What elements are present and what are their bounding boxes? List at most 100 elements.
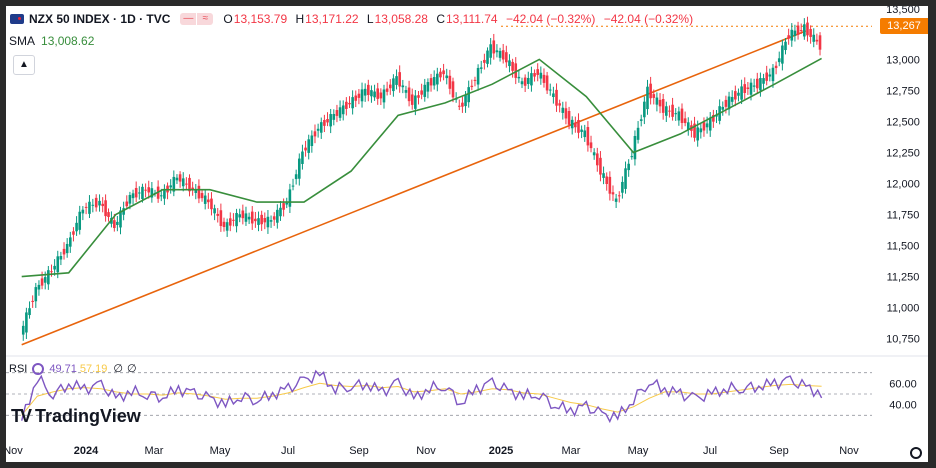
candle-body [228,218,232,226]
symbol-title[interactable]: NZX 50 INDEX · 1D · TVC [29,12,170,26]
candle-body [163,190,166,199]
candle-body [235,212,238,227]
candle-body [552,93,555,98]
candle-body [313,131,317,137]
rsi-visibility-icon[interactable] [32,362,45,375]
candle-body [175,177,179,181]
candle-body [379,92,383,99]
candle-body [809,29,812,37]
candle-body [464,94,467,107]
chart-frame: 10,750 11,000 11,250 11,500 11,750 12,000 12,2… [6,6,928,462]
x-tick-label: May [628,445,649,457]
tradingview-logo[interactable]: TV TradingView [11,406,141,427]
candle-body [131,193,135,199]
candle-body [815,39,819,42]
candle-body [398,72,401,87]
candle-body [743,84,747,93]
candle-body [247,216,251,220]
candle-body [514,63,518,78]
candle-body [69,237,72,247]
candle-body [787,35,790,39]
candle-body [639,119,643,121]
candle-body [297,158,301,179]
candle-body [370,90,373,97]
x-tick-label: Jul [281,445,295,457]
candle-body [178,174,182,182]
title-separator: · [113,12,118,26]
candle-body [392,78,395,92]
candle-body [708,117,712,131]
candle-body [323,119,326,126]
candle-body [570,119,574,129]
candle-body [586,127,590,146]
sma-legend[interactable]: SMA 13,008.62 [9,34,94,48]
candle-body [200,193,204,199]
candle-body [818,35,822,50]
candle-body [457,105,461,107]
candle-body [276,209,279,223]
x-tick-label: Nov [416,445,436,457]
change-value: −42.04 (−0.32%) [505,12,596,26]
candle-body [401,85,405,88]
candle-body [498,50,502,58]
candle-body [476,67,480,85]
brand-name: TradingView [35,406,141,426]
rsi-value: 49.71 [49,362,77,375]
candle-body [197,185,201,199]
candle-body [294,174,298,180]
x-tick-label: Sep [349,445,369,457]
rsi-line [21,369,823,424]
candle-body [207,199,210,203]
y-tick-label: 12,250 [886,147,920,159]
settings-gear-icon[interactable] [910,447,922,459]
candle-body [250,211,254,224]
candle-body [486,50,489,64]
candle-body [94,197,98,208]
candle-body [113,220,116,229]
rsi-legend[interactable]: RSI 49.71 57.19 ∅ ∅ [9,362,141,375]
candle-body [561,107,565,113]
last-price-tag: 13,267 [880,18,928,35]
candle-body [624,168,627,189]
candle-body [376,88,380,99]
candle-body [605,176,609,184]
compare-toggle[interactable]: — ≈ [180,13,214,25]
candle-body [589,142,593,149]
candle-body [545,75,549,91]
candle-body [734,91,737,100]
candle-body [445,75,449,79]
price-chart[interactable]: 10,750 11,000 11,250 11,500 11,750 12,000 12,2… [6,6,928,462]
candle-body [461,102,464,107]
candle-body [319,122,323,133]
interval-label: 1D [120,12,136,26]
nz-flag-icon [10,14,24,24]
rsi-label: RSI [9,362,28,375]
candle-body [724,99,728,107]
collapse-legend-button[interactable]: ▲ [13,55,35,75]
candle-body [451,81,455,98]
candle-body [269,220,273,222]
high-label: H [295,12,305,26]
candle-body [119,210,122,228]
candle-body [72,231,75,235]
candle-body [373,91,376,98]
candle-body [790,29,794,41]
candle-body [241,210,245,219]
candle-body [101,203,104,207]
candle-body [784,41,787,51]
candle-body [555,89,558,106]
candle-body [693,123,696,138]
candle-body [523,77,527,86]
x-tick-label: May [210,445,231,457]
candle-body [646,86,649,110]
candle-body [702,122,706,131]
symbol-name: NZX 50 INDEX [29,12,110,26]
y-tick-label: 12,000 [886,179,920,191]
candle-body [354,95,358,101]
candle-body [595,153,599,166]
candle-body [526,77,530,84]
candle-body [104,200,107,217]
candle-body [473,79,477,81]
x-tick-label: Mar [562,445,581,457]
candle-body [34,287,38,302]
